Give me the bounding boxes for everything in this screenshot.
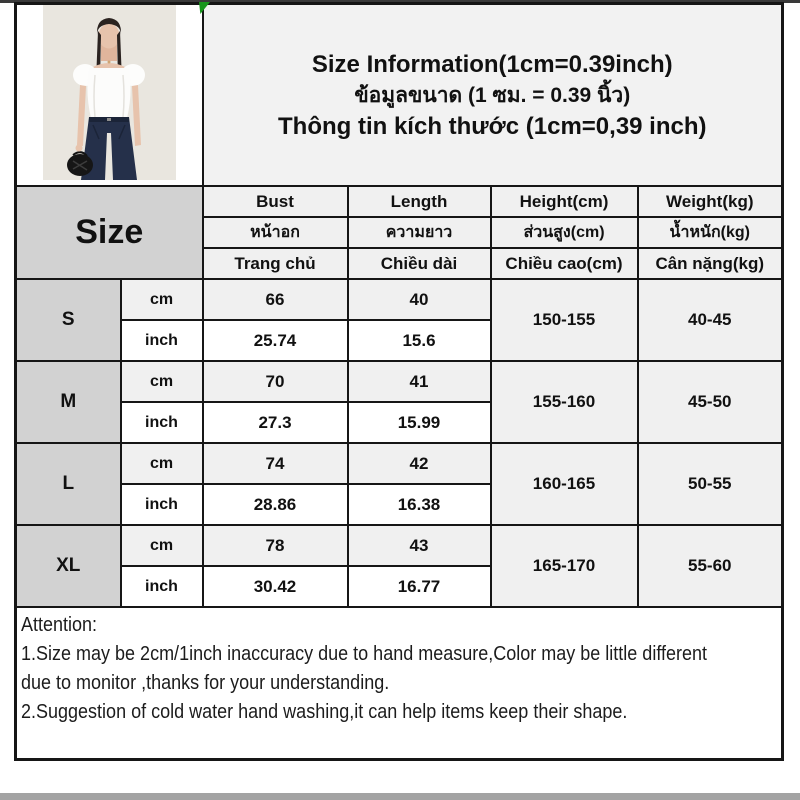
size-s: S xyxy=(14,278,122,362)
col-bust-th: หน้าอก xyxy=(201,216,349,249)
xl-weight: 55-60 xyxy=(636,524,784,608)
m-length-cm: 41 xyxy=(346,360,492,403)
unit-inch: inch xyxy=(119,401,204,444)
col-weight-th: น้ำหนัก(kg) xyxy=(636,216,784,249)
attention-text: Attention: 1.Size may be 2cm/1inch inacc… xyxy=(21,611,781,727)
attention-line-3: 2.Suggestion of cold water hand washing,… xyxy=(21,701,628,723)
unit-inch: inch xyxy=(119,565,204,608)
m-bust-inch: 27.3 xyxy=(201,401,349,444)
size-m: M xyxy=(14,360,122,444)
title-english: Size Information(1cm=0.39inch) xyxy=(311,50,673,78)
attention-heading: Attention: xyxy=(21,614,98,636)
unit-inch: inch xyxy=(119,319,204,362)
size-xl: XL xyxy=(14,524,122,608)
col-bust-en: Bust xyxy=(201,185,349,218)
xl-length-cm: 43 xyxy=(346,524,492,567)
l-bust-cm: 74 xyxy=(201,442,349,485)
l-weight: 50-55 xyxy=(636,442,784,526)
col-height-th: ส่วนสูง(cm) xyxy=(489,216,639,249)
size-l: L xyxy=(14,442,122,526)
attention-line-2: due to monitor ,thanks for your understa… xyxy=(21,672,390,694)
attention-cell: Attention: 1.Size may be 2cm/1inch inacc… xyxy=(14,606,784,760)
s-bust-inch: 25.74 xyxy=(201,319,349,362)
xl-bust-cm: 78 xyxy=(201,524,349,567)
s-height: 150-155 xyxy=(489,278,639,362)
col-bust-vi: Trang chủ xyxy=(201,247,349,280)
unit-cm: cm xyxy=(119,524,204,567)
xl-height: 165-170 xyxy=(489,524,639,608)
l-length-cm: 42 xyxy=(346,442,492,485)
size-information-table: Size Information(1cm=0.39inch) ข้อมูลขนา… xyxy=(14,2,785,761)
col-height-en: Height(cm) xyxy=(489,185,639,218)
model-photo xyxy=(42,5,176,180)
s-bust-cm: 66 xyxy=(201,278,349,321)
col-length-vi: Chiều dài xyxy=(346,247,492,280)
green-corner-marker xyxy=(199,2,210,14)
s-weight: 40-45 xyxy=(636,278,784,362)
bottom-edge-strip xyxy=(0,793,800,800)
xl-length-inch: 16.77 xyxy=(346,565,492,608)
title-cell: Size Information(1cm=0.39inch) ข้อมูลขนา… xyxy=(201,2,784,187)
col-weight-en: Weight(kg) xyxy=(636,185,784,218)
unit-cm: cm xyxy=(119,442,204,485)
xl-bust-inch: 30.42 xyxy=(201,565,349,608)
l-bust-inch: 28.86 xyxy=(201,483,349,526)
size-header: Size xyxy=(14,185,204,280)
m-bust-cm: 70 xyxy=(201,360,349,403)
s-length-inch: 15.6 xyxy=(346,319,492,362)
m-height: 155-160 xyxy=(489,360,639,444)
unit-cm: cm xyxy=(119,278,204,321)
l-height: 160-165 xyxy=(489,442,639,526)
top-border-strip xyxy=(0,0,800,3)
m-weight: 45-50 xyxy=(636,360,784,444)
product-photo-cell xyxy=(14,2,204,187)
s-length-cm: 40 xyxy=(346,278,492,321)
col-height-vi: Chiều cao(cm) xyxy=(489,247,639,280)
title-vietnamese: Thông tin kích thước (1cm=0,39 inch) xyxy=(278,112,707,140)
col-length-th: ความยาว xyxy=(346,216,492,249)
l-length-inch: 16.38 xyxy=(346,483,492,526)
unit-inch: inch xyxy=(119,483,204,526)
col-length-en: Length xyxy=(346,185,492,218)
model-illustration xyxy=(42,5,176,180)
attention-line-1: 1.Size may be 2cm/1inch inaccuracy due t… xyxy=(21,643,708,665)
m-length-inch: 15.99 xyxy=(346,401,492,444)
title-thai: ข้อมูลขนาด (1 ซม. = 0.39 นิ้ว) xyxy=(354,83,631,107)
col-weight-vi: Cân nặng(kg) xyxy=(636,247,784,280)
unit-cm: cm xyxy=(119,360,204,403)
